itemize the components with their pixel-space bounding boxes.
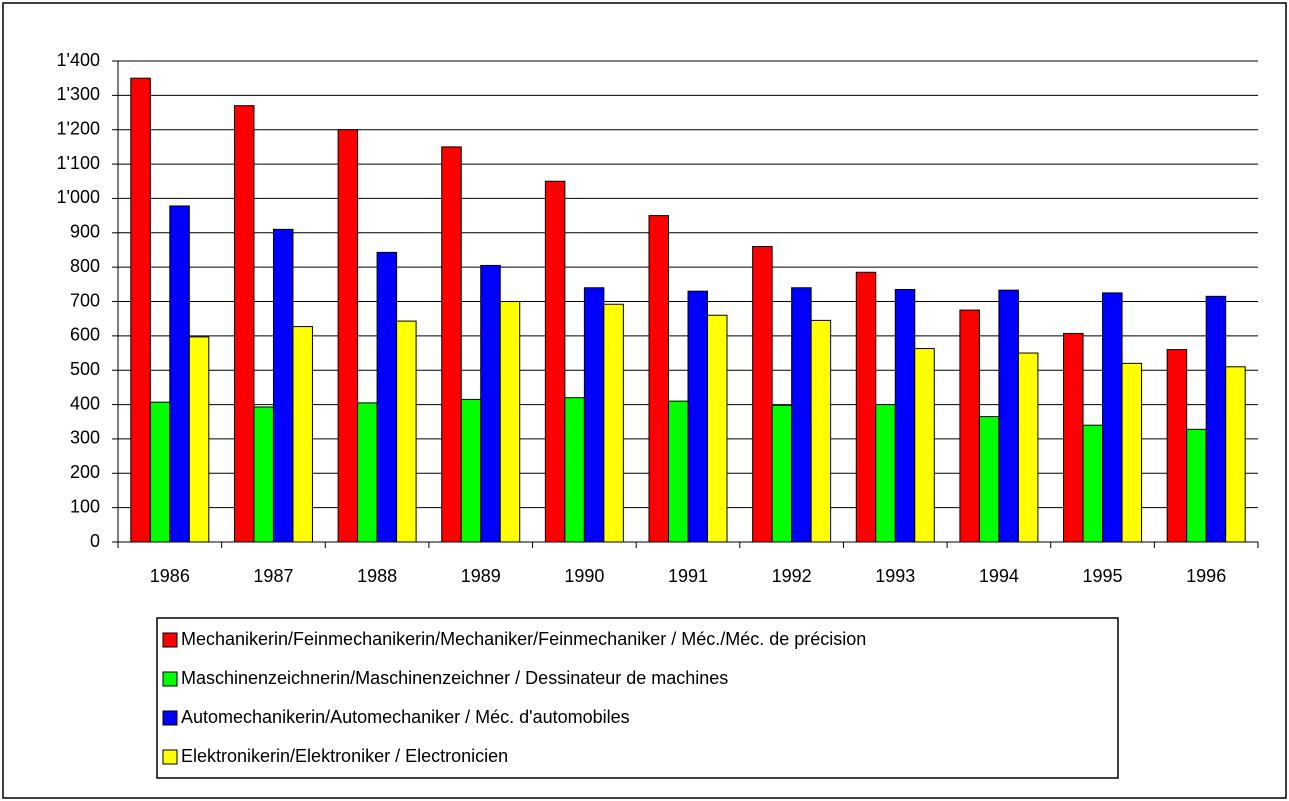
x-tick-label: 1990 (564, 566, 604, 586)
bar (480, 264, 501, 543)
legend-label: Mechanikerin/Feinmechanikerin/Mechaniker… (181, 629, 866, 649)
y-tick-label: 600 (70, 325, 100, 345)
bar (169, 205, 190, 543)
y-tick-label: 1'400 (57, 50, 100, 70)
bar (959, 309, 980, 543)
bar (894, 288, 916, 543)
bar (1017, 352, 1039, 543)
legend-box (156, 617, 1119, 779)
x-tick-label: 1988 (357, 566, 397, 586)
bar (1205, 295, 1227, 543)
bar (707, 314, 728, 543)
bar (460, 398, 482, 543)
bar (1102, 292, 1123, 543)
legend-label: Maschinenzeichnerin/Maschinenzeichner / … (181, 668, 728, 688)
bar (978, 416, 1000, 543)
legend-swatch (162, 632, 178, 648)
x-tick-label: 1987 (253, 566, 293, 586)
bar (499, 301, 521, 543)
bar (441, 146, 462, 543)
bar (1063, 332, 1084, 543)
y-tick-label: 300 (70, 428, 100, 448)
bar (130, 77, 151, 543)
bar (376, 251, 398, 543)
x-tick-label: 1993 (875, 566, 915, 586)
bar (771, 404, 793, 543)
legend-swatch (162, 671, 178, 687)
bar (188, 336, 210, 543)
legend-swatch (162, 710, 178, 726)
bar (233, 105, 255, 543)
bar (855, 271, 877, 543)
bar (337, 129, 359, 543)
bar (998, 289, 1019, 543)
y-tick-label: 1'300 (57, 84, 100, 104)
bar (1186, 428, 1207, 543)
bar (752, 246, 773, 543)
bar (564, 397, 585, 543)
bar (396, 320, 417, 543)
bar (648, 215, 669, 543)
y-tick-label: 1'100 (57, 153, 100, 173)
x-tick-label: 1989 (461, 566, 501, 586)
bar (1225, 366, 1246, 543)
y-tick-label: 400 (70, 393, 100, 413)
x-tick-label: 1991 (668, 566, 708, 586)
bar (810, 319, 832, 543)
y-tick-label: 500 (70, 359, 100, 379)
x-tick-label: 1986 (150, 566, 190, 586)
x-tick-label: 1994 (979, 566, 1019, 586)
legend-swatch (162, 749, 178, 765)
y-tick-label: 1'200 (57, 118, 100, 138)
bar (687, 290, 708, 543)
bar (791, 287, 812, 543)
bar (603, 303, 624, 543)
bar (1166, 349, 1188, 543)
y-tick-label: 700 (70, 290, 100, 310)
bar (668, 400, 689, 543)
y-tick-label: 900 (70, 222, 100, 242)
bar (544, 180, 566, 543)
bar (272, 228, 294, 543)
bar (357, 402, 378, 543)
bar (1121, 362, 1143, 543)
bar (914, 348, 935, 543)
x-tick-label: 1995 (1083, 566, 1123, 586)
bar (253, 406, 274, 543)
y-tick-label: 200 (70, 462, 100, 482)
bar (292, 326, 313, 543)
bar (583, 287, 605, 543)
x-tick-label: 1992 (772, 566, 812, 586)
bar (149, 401, 171, 543)
legend-label: Elektronikerin/Elektroniker / Electronic… (181, 746, 508, 766)
x-tick-label: 1996 (1186, 566, 1226, 586)
bar (1082, 424, 1104, 543)
legend-label: Automechanikerin/Automechaniker / Méc. d… (181, 707, 630, 727)
y-tick-label: 1'000 (57, 187, 100, 207)
y-tick-label: 0 (90, 531, 100, 551)
y-tick-label: 100 (70, 496, 100, 516)
y-tick-label: 800 (70, 256, 100, 276)
bar (875, 404, 896, 543)
